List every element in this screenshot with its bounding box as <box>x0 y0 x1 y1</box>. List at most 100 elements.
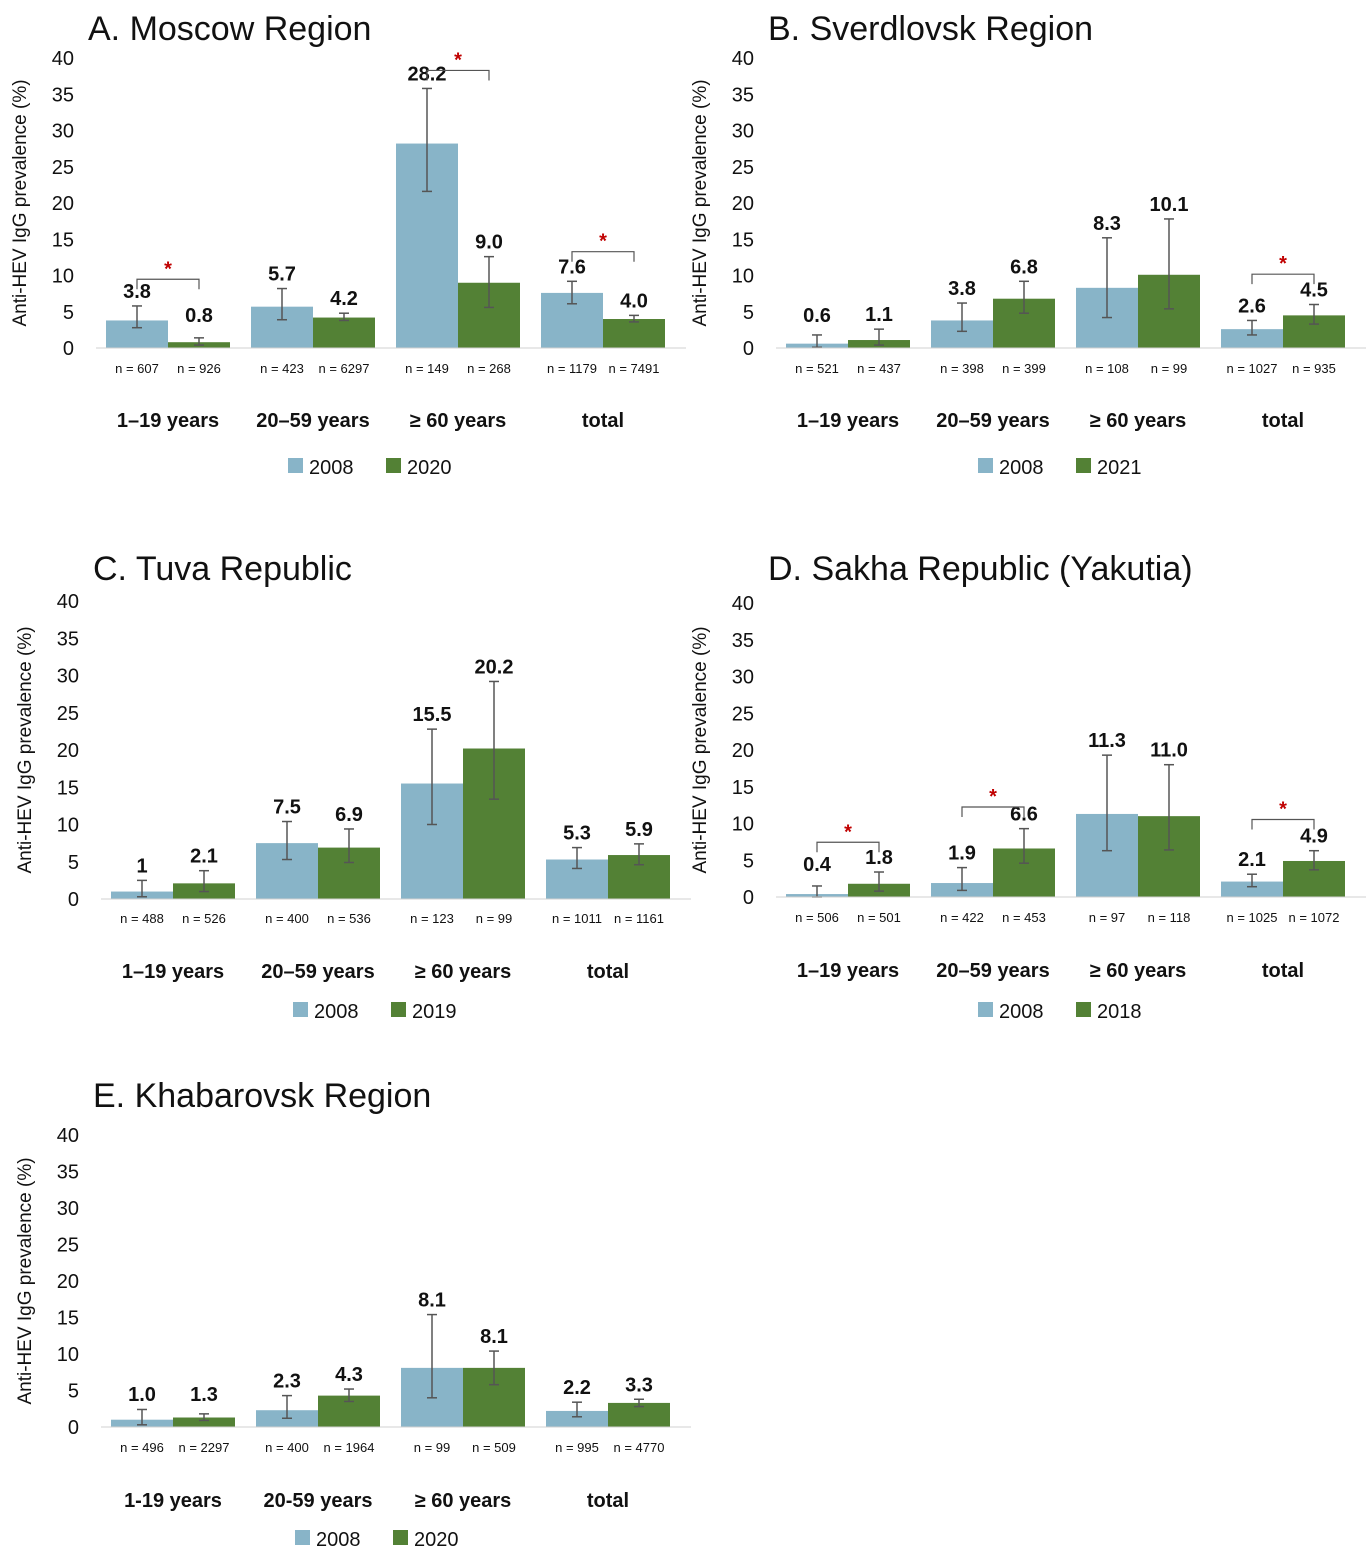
sample-size-label: n = 1027 <box>1227 361 1278 376</box>
y-tick-label: 15 <box>732 777 754 799</box>
significance-star: * <box>1279 798 1287 820</box>
y-tick-label: 0 <box>68 889 79 911</box>
legend-swatch <box>978 1002 993 1017</box>
data-label: 20.2 <box>475 656 514 678</box>
y-tick-label: 20 <box>732 193 754 215</box>
legend-swatch <box>288 458 303 473</box>
legend-swatch <box>978 458 993 473</box>
sample-size-label: n = 7491 <box>609 361 660 376</box>
data-label: 4.3 <box>335 1364 363 1386</box>
category-label: ≥ 60 years <box>1090 410 1187 432</box>
y-tick-label: 0 <box>63 338 74 360</box>
data-label: 9.0 <box>475 232 503 254</box>
category-label: total <box>1262 410 1304 432</box>
bar <box>1221 329 1283 348</box>
data-label: 2.1 <box>1238 849 1266 871</box>
data-label: 4.0 <box>620 290 648 312</box>
data-label: 0.8 <box>185 305 213 327</box>
data-label: 10.1 <box>1150 194 1189 216</box>
sample-size-label: n = 399 <box>1002 361 1046 376</box>
sample-size-label: n = 400 <box>265 1440 309 1455</box>
legend-swatch <box>293 1002 308 1017</box>
significance-bracket <box>136 278 200 290</box>
y-tick-label: 25 <box>732 703 754 725</box>
sample-size-label: n = 496 <box>120 1440 164 1455</box>
category-label: total <box>1262 960 1304 982</box>
data-label: 5.3 <box>563 823 591 845</box>
chart-title: B. Sverdlovsk Region <box>768 10 1093 48</box>
legend-swatch <box>1076 1002 1091 1017</box>
sample-size-label: n = 423 <box>260 361 304 376</box>
significance-star: * <box>454 49 462 71</box>
data-label: 11.3 <box>1088 730 1126 752</box>
sample-size-label: n = 2297 <box>179 1440 230 1455</box>
data-label: 7.6 <box>558 256 586 278</box>
category-label: total <box>582 410 624 432</box>
bar <box>173 1417 235 1427</box>
category-label: 20-59 years <box>264 1490 373 1512</box>
legend-label: 2008 <box>309 457 354 479</box>
data-label: 2.6 <box>1238 295 1266 317</box>
significance-bracket <box>961 806 1025 817</box>
category-label: 20–59 years <box>936 410 1049 432</box>
y-tick-label: 15 <box>732 229 754 251</box>
sample-size-label: n = 99 <box>414 1440 451 1455</box>
y-tick-label: 30 <box>732 121 754 143</box>
sample-size-label: n = 1011 <box>552 911 602 926</box>
y-tick-label: 40 <box>57 591 79 613</box>
y-tick-label: 40 <box>57 1125 79 1147</box>
legend-swatch <box>1076 458 1091 473</box>
legend-label: 2019 <box>412 1001 457 1023</box>
y-tick-label: 40 <box>732 48 754 70</box>
significance-star: * <box>1279 253 1287 275</box>
data-label: 7.5 <box>273 797 301 819</box>
data-label: 3.8 <box>123 281 151 303</box>
y-axis-label: Anti-HEV IgG prevalence (%) <box>15 1157 36 1404</box>
y-tick-label: 40 <box>52 48 74 70</box>
y-axis-label: Anti-HEV IgG prevalence (%) <box>690 626 711 873</box>
data-label: 6.9 <box>335 804 363 826</box>
legend-label: 2020 <box>414 1529 459 1551</box>
y-tick-label: 40 <box>732 593 754 615</box>
category-label: 1–19 years <box>122 961 224 983</box>
bar <box>546 1410 608 1427</box>
significance-bracket <box>1251 818 1315 830</box>
sample-size-label: n = 607 <box>115 361 159 376</box>
y-tick-label: 25 <box>57 1235 79 1257</box>
sample-size-label: n = 437 <box>857 361 901 376</box>
sample-size-label: n = 453 <box>1002 910 1046 925</box>
sample-size-label: n = 99 <box>476 911 513 926</box>
data-label: 4.5 <box>1300 280 1328 302</box>
sample-size-label: n = 149 <box>405 361 449 376</box>
y-tick-label: 20 <box>732 740 754 762</box>
bar <box>603 319 665 348</box>
y-tick-label: 5 <box>68 852 79 874</box>
category-label: 1–19 years <box>797 960 899 982</box>
y-tick-label: 15 <box>57 1308 79 1330</box>
y-axis-label: Anti-HEV IgG prevalence (%) <box>10 79 31 326</box>
y-tick-label: 20 <box>57 740 79 762</box>
chart-title: E. Khabarovsk Region <box>93 1077 431 1115</box>
sample-size-label: n = 398 <box>940 361 984 376</box>
sample-size-label: n = 4770 <box>614 1440 665 1455</box>
y-tick-label: 0 <box>743 338 754 360</box>
sample-size-label: n = 1964 <box>324 1440 375 1455</box>
data-label: 1.0 <box>128 1384 156 1406</box>
sample-size-label: n = 926 <box>177 361 221 376</box>
legend-label: 2018 <box>1097 1001 1142 1023</box>
significance-bracket <box>816 841 880 853</box>
data-label: 5.9 <box>625 819 653 841</box>
sample-size-label: n = 118 <box>1148 910 1191 925</box>
y-axis-label: Anti-HEV IgG prevalence (%) <box>690 79 711 326</box>
legend-swatch <box>391 1002 406 1017</box>
bar <box>1221 881 1283 897</box>
sample-size-label: n = 1161 <box>614 911 664 926</box>
data-label: 1.1 <box>865 304 893 326</box>
category-label: 20–59 years <box>936 960 1049 982</box>
data-label: 8.1 <box>480 1326 508 1348</box>
y-tick-label: 10 <box>57 1344 79 1366</box>
data-label: 0.6 <box>803 305 831 327</box>
legend-label: 2008 <box>314 1001 359 1023</box>
sample-size-label: n = 526 <box>182 911 226 926</box>
